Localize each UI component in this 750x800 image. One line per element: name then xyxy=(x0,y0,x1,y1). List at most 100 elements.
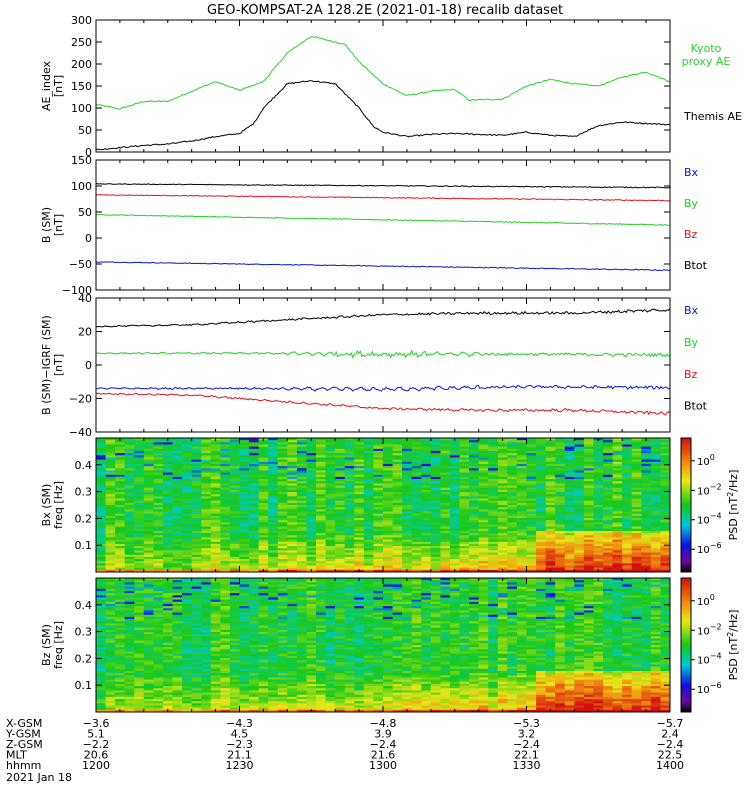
heatmap-cell xyxy=(516,476,527,480)
heatmap-cell xyxy=(335,438,346,441)
heatmap-cell xyxy=(115,584,126,588)
heatmap-cell xyxy=(564,530,575,534)
heatmap-cell xyxy=(536,569,547,573)
heatmap-cell xyxy=(612,524,623,528)
heatmap-cell xyxy=(392,468,403,471)
heatmap-cell xyxy=(641,502,652,506)
heatmap-cell xyxy=(325,463,336,467)
heatmap-cell xyxy=(344,507,355,510)
heatmap-cell xyxy=(134,627,145,631)
heatmap-cell xyxy=(153,569,164,573)
heatmap-cell xyxy=(220,535,231,538)
heatmap-cell xyxy=(115,642,126,646)
heatmap-cell xyxy=(287,526,298,530)
heatmap-cell xyxy=(162,448,173,452)
heatmap-cell xyxy=(115,588,126,592)
heatmap-cell xyxy=(344,567,355,571)
heatmap-cell xyxy=(354,453,365,456)
heatmap-cell xyxy=(430,520,441,523)
heatmap-cell xyxy=(325,472,336,476)
heatmap-cell xyxy=(172,675,183,678)
heatmap-cell xyxy=(325,494,336,497)
heatmap-cell xyxy=(631,528,642,532)
heatmap-cell xyxy=(153,524,164,528)
heatmap-cell xyxy=(287,472,298,476)
heatmap-cell xyxy=(239,543,250,547)
heatmap-cell xyxy=(134,660,145,663)
heatmap-cell xyxy=(191,657,202,661)
heatmap-cell xyxy=(478,450,489,454)
heatmap-cell xyxy=(268,565,279,569)
heatmap-cell xyxy=(316,561,326,564)
heatmap-cell xyxy=(335,524,346,528)
heatmap-cell xyxy=(220,627,231,631)
heatmap-cell xyxy=(622,485,633,489)
heatmap-cell xyxy=(124,487,135,491)
heatmap-cell xyxy=(603,455,613,458)
heatmap-cell xyxy=(182,688,193,691)
heatmap-cell xyxy=(555,466,566,469)
heatmap-cell xyxy=(459,444,470,448)
colorbar-tick-base: 10 xyxy=(697,516,710,527)
legend-label-kyoto: proxy AE xyxy=(682,55,731,68)
heatmap-cell xyxy=(402,526,413,530)
heatmap-cell xyxy=(162,455,173,458)
heatmap-cell xyxy=(593,505,604,508)
heatmap-cell xyxy=(488,440,499,443)
heatmap-cell xyxy=(507,476,518,480)
heatmap-cell xyxy=(574,565,585,569)
heatmap-cell xyxy=(392,522,403,525)
heatmap-cell xyxy=(277,500,288,504)
heatmap-cell xyxy=(430,444,441,448)
heatmap-cell xyxy=(383,511,393,515)
heatmap-cell xyxy=(134,696,145,700)
heatmap-cell xyxy=(172,709,183,713)
heatmap-cell xyxy=(115,466,126,469)
heatmap-cell xyxy=(392,463,403,467)
heatmap-cell xyxy=(105,675,116,678)
heatmap-cell xyxy=(105,476,116,480)
heatmap-cell xyxy=(229,657,240,661)
heatmap-cell xyxy=(172,457,183,461)
heatmap-cell xyxy=(258,442,269,445)
heatmap-cell xyxy=(229,567,240,571)
heatmap-cell xyxy=(555,476,566,480)
heatmap-cell xyxy=(392,438,403,441)
heatmap-cell xyxy=(172,593,183,596)
heatmap-cell xyxy=(593,442,604,445)
heatmap-cell xyxy=(516,453,527,456)
heatmap-cell xyxy=(96,546,106,549)
heatmap-cell xyxy=(459,559,470,562)
heatmap-cell xyxy=(134,699,145,702)
heatmap-cell xyxy=(220,688,231,691)
heatmap-cell xyxy=(641,552,652,556)
heatmap-cell xyxy=(392,507,403,510)
heatmap-cell xyxy=(344,524,355,528)
heatmap-cell xyxy=(526,481,537,484)
heatmap-cell xyxy=(631,559,642,562)
heatmap-cell xyxy=(115,479,126,482)
heatmap-cell xyxy=(201,561,212,564)
heatmap-cell xyxy=(249,453,260,456)
heatmap-cell xyxy=(201,526,212,530)
heatmap-cell xyxy=(555,563,566,566)
heatmap-cell xyxy=(277,528,288,532)
heatmap-cell xyxy=(430,494,441,497)
heatmap-cell xyxy=(555,517,566,521)
heatmap-cell xyxy=(105,515,116,519)
heatmap-cell xyxy=(430,567,441,571)
heatmap-cell xyxy=(210,496,221,499)
heatmap-cell xyxy=(612,517,623,521)
heatmap-cell xyxy=(191,455,202,458)
heatmap-cell xyxy=(134,438,145,441)
heatmap-cell xyxy=(402,468,413,471)
heatmap-cell xyxy=(277,440,288,443)
heatmap-cell xyxy=(555,442,566,445)
heatmap-cell xyxy=(641,535,652,538)
heatmap-cell xyxy=(497,461,508,465)
heatmap-cell xyxy=(287,479,298,482)
heatmap-cell xyxy=(172,442,183,445)
heatmap-cell xyxy=(191,440,202,443)
heatmap-cell xyxy=(583,511,594,515)
